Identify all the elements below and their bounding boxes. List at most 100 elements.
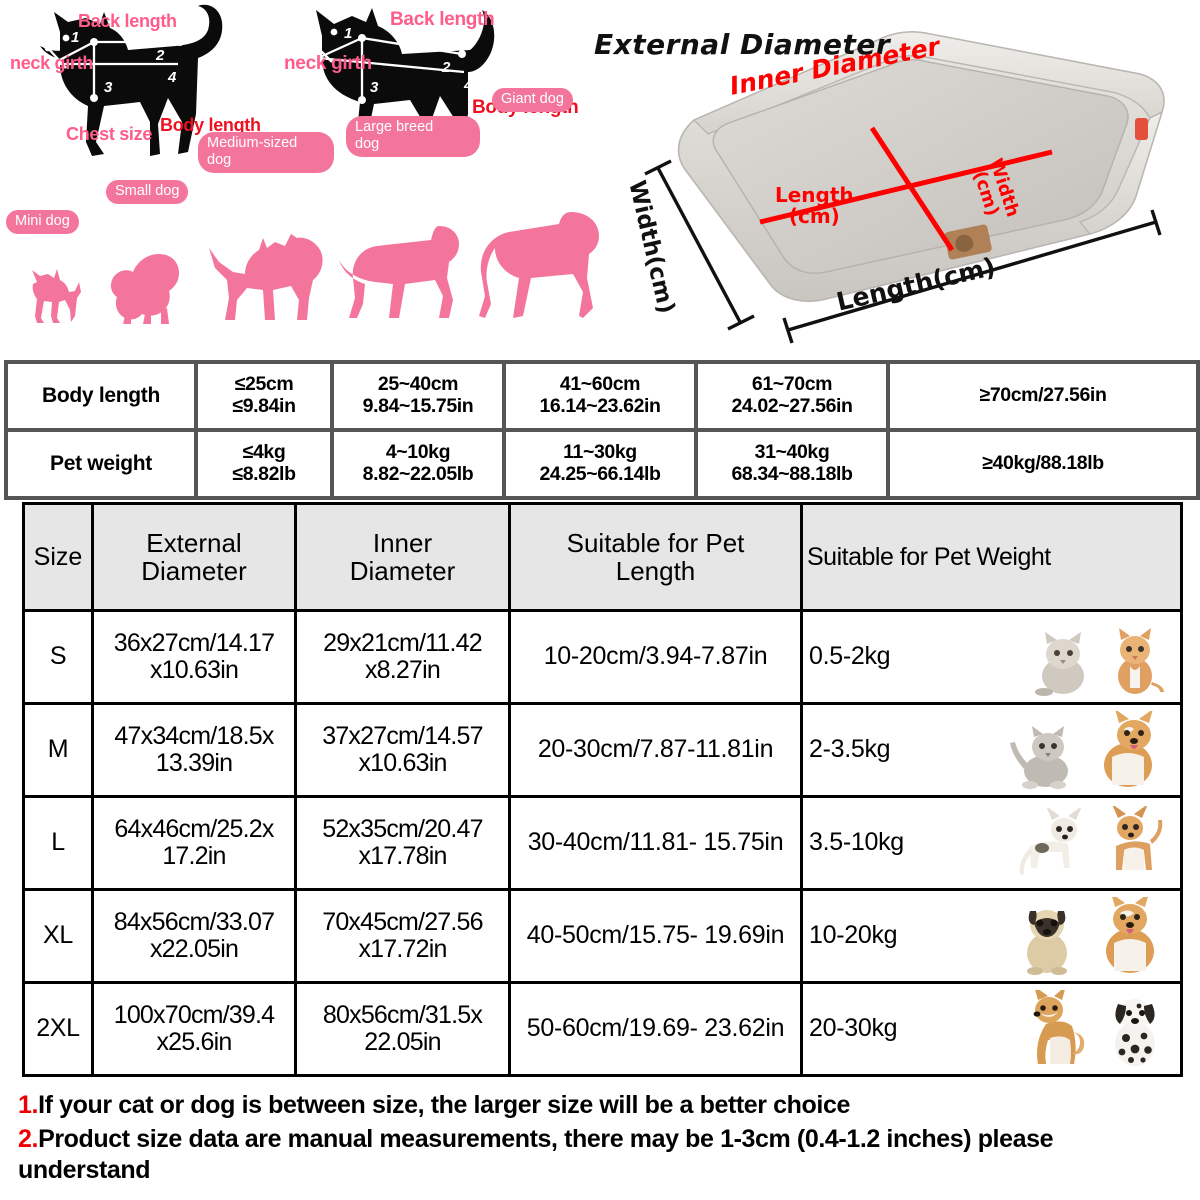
body-length-weight-table: Body length ≤25cm ≤9.84in 25~40cm 9.84~1…	[4, 360, 1200, 500]
note-1: 1.If your cat or dog is between size, th…	[18, 1090, 1188, 1122]
dog-marker-1: 1	[344, 25, 353, 42]
pet-weight-text-2xl: 20-30kg	[809, 1014, 898, 1043]
cat-neck-girth-label: neck girth	[10, 53, 94, 73]
pet-photos-l	[1012, 804, 1166, 882]
breed-size-comparison: Mini dog Small dog Medium-sized dog Larg…	[0, 88, 612, 348]
cell-external-2xl: 100x70cm/39.4 x25.6in	[91, 981, 297, 1077]
note-2-number: 2.	[18, 1124, 39, 1153]
table-header-row: Size External Diameter Inner Diameter Su…	[22, 502, 1183, 612]
table-row: S 36x27cm/14.17 x10.63in 29x21cm/11.42 x…	[22, 609, 1183, 705]
table-row: M 47x34cm/18.5x 13.39in 37x27cm/14.57 x1…	[22, 702, 1183, 798]
cat-chest-size-label: Chest size	[66, 124, 153, 144]
pet-photos-2xl	[1024, 990, 1166, 1068]
dog-marker-2: 2	[442, 59, 451, 76]
note-1-number: 1.	[18, 1091, 39, 1119]
cat-back-length-label: Back length	[78, 11, 177, 31]
breed-item-mini: Mini dog	[6, 210, 92, 326]
pet-weight-text-m: 2-3.5kg	[809, 735, 891, 764]
cell-pet-length-2xl: 50-60cm/19.69- 23.62in	[508, 981, 803, 1077]
breed-item-medium: Medium-sized dog	[198, 132, 336, 326]
breed-item-giant: Giant dog	[472, 88, 612, 326]
pet-weight-text-s: 0.5-2kg	[809, 642, 891, 671]
body-length-cell-4: 61~70cm 24.02~27.56in	[694, 360, 890, 432]
breed-item-small: Small dog	[100, 180, 196, 326]
cell-pet-length-xl: 40-50cm/15.75- 19.69in	[508, 888, 803, 984]
bed-size-table: Size External Diameter Inner Diameter Su…	[22, 502, 1183, 1077]
cell-inner-2xl: 80x56cm/31.5x 22.05in	[294, 981, 511, 1077]
pet-weight-cell-2: 4~10kg 8.82~22.05lb	[330, 428, 506, 500]
bed-dimension-diagram: External Diameter Inner Diameter Length …	[594, 0, 1200, 352]
table-row: XL 84x56cm/33.07 x22.05in 70x45cm/27.56 …	[22, 888, 1183, 984]
row-header-pet-weight: Pet weight	[4, 428, 198, 500]
chihuahua-white-photo-icon	[1019, 808, 1082, 875]
giant-dog-silhouette-icon	[479, 212, 599, 318]
mini-dog-silhouette-icon	[32, 269, 81, 323]
cell-inner-l: 52x35cm/20.47 x17.78in	[294, 795, 511, 891]
outer-dimension-arrows	[644, 159, 1162, 344]
body-length-cell-3: 41~60cm 16.14~23.62in	[502, 360, 698, 432]
inner-length-label: Length (cm)	[775, 183, 854, 228]
table-row: 2XL 100x70cm/39.4 x25.6in 80x56cm/31.5x …	[22, 981, 1183, 1077]
pet-weight-text-xl: 10-20kg	[809, 921, 898, 950]
cell-pet-weight-s: 0.5-2kg	[800, 609, 1183, 705]
cat-measurement-diagram: Back length neck girth Chest size Body l…	[8, 2, 276, 170]
cell-inner-xl: 70x45cm/27.56 x17.72in	[294, 888, 511, 984]
dog-marker-4: 4	[464, 77, 473, 94]
cat-marker-1: 1	[71, 29, 80, 46]
medium-dog-silhouette-icon	[209, 234, 323, 320]
pet-bed-illustration	[644, 31, 1165, 344]
note-2-text: Product size data are manual measurement…	[18, 1124, 1054, 1185]
note-1-text: If your cat or dog is between size, the …	[38, 1091, 850, 1119]
cell-size-2xl: 2XL	[22, 981, 94, 1077]
cat-ginger-photo-icon	[1118, 628, 1164, 694]
cell-pet-weight-2xl: 20-30kg	[800, 981, 1183, 1077]
breed-label-small: Small dog	[106, 180, 189, 205]
pet-weight-cell-1: ≤4kg ≤8.82lb	[194, 428, 334, 500]
dog-marker-3: 3	[370, 79, 379, 96]
cell-pet-length-m: 20-30cm/7.87-11.81in	[508, 702, 803, 798]
column-header-pet-weight: Suitable for Pet Weight	[800, 502, 1183, 612]
dog-neck-girth-label: neck girth	[284, 53, 372, 74]
cat-body-length-label: Body length	[160, 115, 261, 135]
pet-weight-cell-5: ≥40kg/88.18lb	[886, 428, 1200, 500]
large-dog-silhouette-icon	[339, 226, 459, 318]
dalmatian-photo-icon	[1115, 999, 1155, 1066]
cat-marker-3: 3	[104, 79, 113, 96]
cell-inner-m: 37x27cm/14.57 x10.63in	[294, 702, 511, 798]
pet-photos-s	[1032, 618, 1166, 696]
brand-tag-icon	[944, 224, 992, 260]
side-loop-icon	[1135, 118, 1148, 140]
pet-weight-cell-4: 31~40kg 68.34~88.18lb	[694, 428, 890, 500]
chihuahua-tan-photo-icon	[1112, 806, 1163, 870]
inner-measure-lines	[759, 126, 1053, 252]
cell-pet-weight-m: 2-3.5kg	[800, 702, 1183, 798]
pet-weight-text-l: 3.5-10kg	[809, 828, 904, 857]
pet-photos-xl	[1014, 897, 1166, 975]
column-header-size: Size	[22, 502, 94, 612]
cell-pet-length-s: 10-20cm/3.94-7.87in	[508, 609, 803, 705]
kitten-tabby-photo-icon	[1010, 726, 1068, 789]
pet-photos-m	[1008, 711, 1166, 789]
column-header-external-diameter: External Diameter	[91, 502, 297, 612]
column-header-pet-length: Suitable for Pet Length	[508, 502, 803, 612]
table-row-pet-weight: Pet weight ≤4kg ≤8.82lb 4~10kg 8.82~22.0…	[4, 428, 1200, 500]
cat-silhouette-icon	[40, 4, 223, 157]
cat-grey-photo-icon	[1035, 632, 1084, 696]
small-dog-silhouette-icon	[110, 254, 179, 324]
corgi-photo-icon	[1106, 897, 1154, 973]
breed-item-large: Large breed dog	[330, 116, 488, 326]
cell-external-xl: 84x56cm/33.07 x22.05in	[91, 888, 297, 984]
breed-label-large: Large breed dog	[346, 116, 480, 158]
cell-size-m: M	[22, 702, 94, 798]
column-header-inner-diameter: Inner Diameter	[294, 502, 511, 612]
cell-inner-s: 29x21cm/11.42 x8.27in	[294, 609, 511, 705]
cell-pet-length-l: 30-40cm/11.81- 15.75in	[508, 795, 803, 891]
cell-size-xl: XL	[22, 888, 94, 984]
note-2: 2.Product size data are manual measureme…	[18, 1124, 1188, 1187]
body-length-cell-2: 25~40cm 9.84~15.75in	[330, 360, 506, 432]
cell-size-s: S	[22, 609, 94, 705]
cell-external-s: 36x27cm/14.17 x10.63in	[91, 609, 297, 705]
cell-external-m: 47x34cm/18.5x 13.39in	[91, 702, 297, 798]
pug-photo-icon	[1027, 910, 1067, 975]
dog-back-length-label: Back length	[390, 9, 495, 30]
